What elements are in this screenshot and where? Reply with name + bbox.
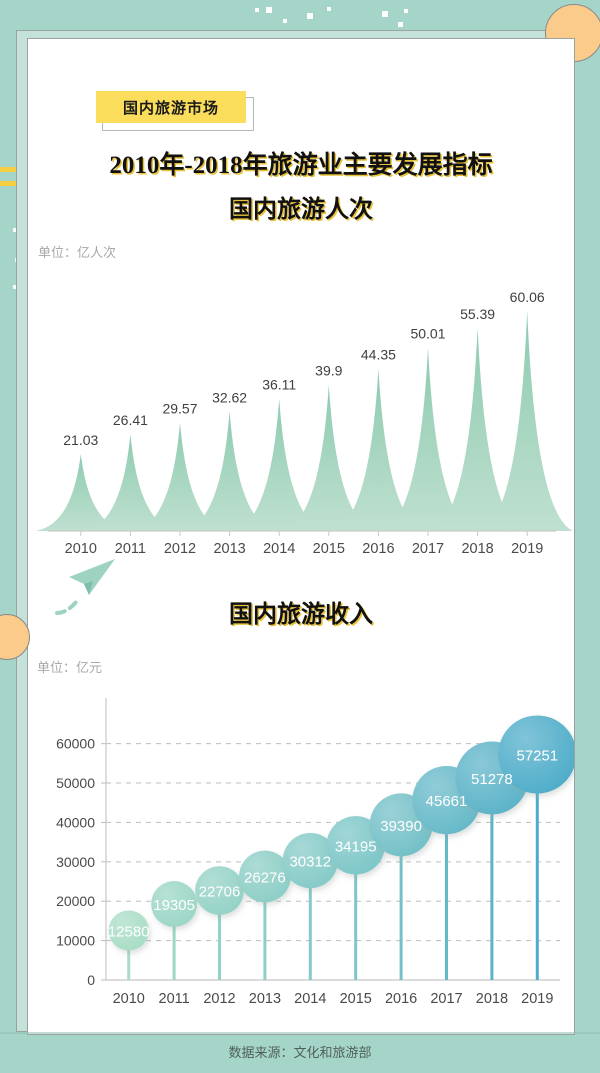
chart2-x-label: 2016: [385, 991, 417, 1007]
chart1-value-label: 39.9: [315, 363, 342, 379]
chart1-peak: [183, 411, 276, 531]
chart1-value-label: 55.39: [460, 306, 495, 322]
decor-dot: [13, 228, 17, 232]
chart2-value-label: 19305: [153, 897, 195, 914]
chart2-value-label: 26276: [244, 869, 286, 886]
chart2-y-label: 20000: [56, 893, 95, 909]
infographic-card: 国内旅游市场 2010年-2018年旅游业主要发展指标 国内旅游人次 单位：亿人…: [27, 38, 575, 1035]
chart2-y-label: 0: [87, 972, 95, 988]
chart1-value-label: 44.35: [361, 346, 396, 362]
chart1-peak: [431, 327, 524, 531]
decor-dot: [327, 7, 331, 11]
chart1-peak: [481, 310, 573, 531]
chart1-x-label: 2012: [164, 541, 196, 557]
chart1-value-label: 26.41: [113, 412, 148, 428]
chart1-peak: [382, 347, 474, 531]
decor-dot: [307, 13, 313, 19]
chart2-bubble: [108, 910, 149, 951]
chart1-peak: [283, 384, 375, 531]
chart1-title: 国内旅游人次: [229, 197, 373, 223]
chart2-value-label: 57251: [516, 747, 558, 764]
chart1-x-label: 2013: [213, 541, 245, 557]
chart1-x-label: 2019: [511, 541, 543, 557]
chart1-peak: [233, 398, 325, 531]
chart2-value-label: 45661: [426, 793, 468, 810]
chart2-x-label: 2012: [203, 991, 235, 1007]
chart2-title: 国内旅游收入: [229, 602, 373, 628]
decor-dot: [398, 22, 403, 27]
chart1-value-label: 21.03: [63, 432, 98, 448]
paper-plane-icon: [55, 559, 115, 615]
decor-dot: [404, 9, 408, 13]
chart1-unit-label: 单位：亿人次: [38, 245, 117, 260]
chart2-y-label: 30000: [56, 854, 95, 870]
chart2-x-label: 2018: [476, 991, 508, 1007]
chart1-value-label: 60.06: [510, 289, 545, 305]
decor-dot: [283, 19, 287, 23]
page-title: 2010年-2018年旅游业主要发展指标: [109, 152, 493, 179]
chart1-x-label: 2011: [115, 541, 146, 557]
chart1-peak: [134, 422, 226, 531]
chart2-x-label: 2019: [521, 991, 553, 1007]
chart2-bubble: [195, 866, 244, 915]
chart1-peak: [84, 434, 177, 531]
chart1-x-label: 2014: [263, 541, 295, 557]
badge: 国内旅游市场: [96, 91, 254, 131]
chart1-value-label: 50.01: [410, 326, 445, 342]
chart2-value-label: 30312: [289, 854, 331, 871]
chart2-unit-label: 单位：亿元: [37, 660, 103, 675]
decor-dot: [13, 285, 17, 289]
chart2-x-label: 2017: [430, 991, 462, 1007]
chart2-bubble: [151, 881, 197, 927]
chart-domestic-trips: 21.03 26.41 29.57 32.62 36.11 39.9 44.35 50.01 5…: [35, 289, 573, 557]
badge-label-box: 国内旅游市场: [96, 91, 246, 123]
footer-source: 数据来源：文化和旅游部: [228, 1045, 372, 1060]
chart2-value-label: 22706: [199, 884, 241, 901]
chart1-value-label: 36.11: [262, 377, 296, 393]
decor-dot: [255, 8, 259, 12]
chart1-x-label: 2015: [313, 541, 345, 557]
chart2-y-label: 50000: [56, 775, 95, 791]
chart2-x-label: 2010: [113, 991, 145, 1007]
chart2-value-label: 39390: [380, 818, 422, 835]
chart-domestic-revenue: 0 10000 20000 30000 40000 50000 60000 12580193…: [56, 698, 574, 1007]
chart1-x-label: 2018: [461, 541, 493, 557]
decor-dot: [382, 11, 388, 17]
chart2-x-label: 2015: [340, 991, 372, 1007]
chart2-value-label: 12580: [108, 923, 150, 940]
chart1-value-label: 32.62: [212, 389, 247, 405]
chart1-x-label: 2016: [362, 541, 394, 557]
chart2-bubble: [239, 850, 291, 903]
chart2-value-label: 51278: [471, 771, 513, 788]
chart2-value-label: 34195: [335, 838, 377, 855]
chart2-x-label: 2014: [294, 991, 326, 1007]
chart2-x-label: 2011: [159, 991, 190, 1007]
decor-dot: [266, 7, 272, 13]
chart1-x-label: 2017: [412, 541, 444, 557]
chart2-bubble: [498, 715, 574, 794]
chart1-peak: [35, 453, 127, 531]
chart1-peak: [332, 368, 425, 531]
chart1-value-label: 29.57: [162, 401, 197, 417]
chart2-bubble: [282, 833, 338, 889]
chart1-x-label: 2010: [65, 541, 97, 557]
footer-divider: [0, 1032, 600, 1034]
chart2-y-label: 10000: [56, 933, 95, 949]
badge-label: 国内旅游市场: [122, 99, 219, 117]
chart2-y-label: 60000: [56, 736, 95, 752]
chart2-x-label: 2013: [249, 991, 281, 1007]
chart2-y-label: 40000: [56, 814, 95, 830]
